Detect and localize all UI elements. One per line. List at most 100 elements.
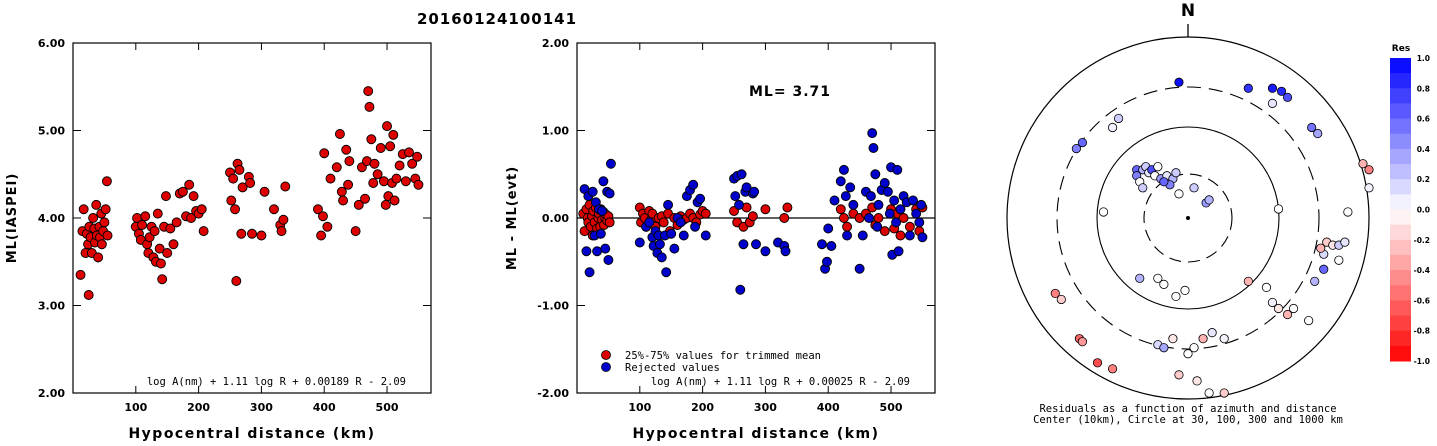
station-point <box>1313 128 1323 139</box>
data-point <box>165 223 176 234</box>
data-point <box>391 173 402 184</box>
data-point <box>669 243 680 254</box>
data-point <box>822 256 832 267</box>
data-point <box>581 246 592 257</box>
data-point <box>835 176 846 187</box>
polar-caption-line1: Residuals as a function of azimuth and d… <box>1039 403 1336 415</box>
data-point <box>904 230 915 241</box>
legend-marker-trimmed <box>601 350 611 360</box>
station-point <box>1319 264 1329 274</box>
data-point <box>747 211 758 222</box>
data-point <box>137 220 148 230</box>
colorbar-cell <box>1390 194 1411 210</box>
data-point <box>230 204 240 215</box>
colorbar-cell <box>1390 133 1411 150</box>
y-tick-label: 4.00 <box>38 212 65 225</box>
data-point <box>895 204 906 215</box>
station-point <box>1273 204 1284 214</box>
data-point <box>678 230 689 241</box>
data-point <box>171 217 182 228</box>
station-point <box>1159 279 1169 289</box>
data-point <box>688 179 699 190</box>
station-point <box>1077 337 1088 347</box>
data-point <box>893 246 904 257</box>
station-point <box>1174 189 1184 199</box>
data-point <box>322 221 333 232</box>
station-point <box>1192 376 1202 386</box>
station-point <box>1343 207 1353 217</box>
data-point <box>259 186 270 197</box>
station-point <box>1207 328 1217 338</box>
data-point <box>334 129 345 139</box>
x-tick-label: 100 <box>628 401 651 414</box>
data-point <box>751 239 761 250</box>
colorbar-cell <box>1390 58 1411 74</box>
middle-ylabel: ML - ML(evt) <box>505 166 520 270</box>
data-point <box>658 217 669 228</box>
x-tick-label: 300 <box>754 401 777 414</box>
data-point <box>360 193 371 204</box>
station-point <box>1153 273 1163 283</box>
colorbar-labels: 1.0 0.8 0.6 0.4 0.2 0.0 -0.2 -0.4 -0.6 -0.8 -1.0 <box>1414 54 1430 366</box>
colorbar-label: -0.8 <box>1414 327 1430 336</box>
station-point <box>1077 137 1088 148</box>
station-point <box>1334 255 1344 265</box>
data-point <box>157 274 168 285</box>
station-point <box>1183 349 1193 359</box>
x-tick-label: 100 <box>124 401 147 414</box>
data-point <box>388 129 399 140</box>
data-point <box>400 176 411 187</box>
data-point <box>325 173 336 184</box>
colorbar-cell <box>1390 285 1411 301</box>
data-point <box>872 221 883 232</box>
x-tick-label: 200 <box>691 401 714 414</box>
station-point <box>1288 303 1299 314</box>
colorbar-cell <box>1390 270 1411 286</box>
data-point <box>595 228 606 239</box>
station-point <box>1168 334 1178 344</box>
colorbar-cell <box>1390 254 1411 271</box>
data-point <box>91 199 102 210</box>
left-data-points <box>75 86 424 300</box>
colorbar-cell <box>1390 315 1411 332</box>
station-point <box>1340 237 1350 247</box>
station-point <box>1304 315 1314 326</box>
left-scatter-plot: 100 200 300 400 500 2.00 3.00 4.00 5.00 6.00 Hypo… <box>5 37 432 442</box>
data-point <box>873 199 884 210</box>
legend-label-trimmed: 25%-75% values for trimmed mean <box>625 350 821 362</box>
data-point <box>879 178 890 188</box>
station-point <box>1159 343 1169 353</box>
data-point <box>344 156 355 167</box>
data-point <box>840 191 851 202</box>
colorbar-cell <box>1390 345 1411 362</box>
data-point <box>99 217 110 228</box>
station-point <box>1198 334 1208 344</box>
x-tick-label: 400 <box>313 401 336 414</box>
station-point <box>1282 309 1293 320</box>
middle-data-points <box>578 128 928 295</box>
data-point <box>917 232 928 243</box>
colorbar-label: 0.2 <box>1417 175 1430 184</box>
data-point <box>857 230 868 241</box>
data-point <box>162 248 173 258</box>
data-point <box>735 284 746 295</box>
data-point <box>269 204 279 215</box>
data-point <box>603 255 614 265</box>
data-point <box>278 214 289 225</box>
station-point <box>1267 83 1278 93</box>
colorbar-label: 0.0 <box>1417 206 1430 215</box>
data-point <box>663 199 674 210</box>
station-point <box>1364 183 1374 193</box>
left-formula: log A(nm) + 1.11 log R + 0.00189 R - 2.0… <box>147 376 406 388</box>
data-point <box>736 169 747 180</box>
data-point <box>879 226 890 237</box>
data-point <box>882 186 893 197</box>
station-point <box>1310 276 1320 286</box>
colorbar-cell <box>1390 103 1411 120</box>
station-point <box>1135 273 1145 283</box>
ring-100km <box>1096 126 1280 310</box>
data-point <box>854 263 865 274</box>
colorbar-cell <box>1390 118 1411 135</box>
y-tick-label: 0.00 <box>542 212 569 225</box>
middle-axis-ticks: 100 200 300 400 500 -2.00 -1.00 0.00 1.00 2.00 <box>537 37 935 414</box>
